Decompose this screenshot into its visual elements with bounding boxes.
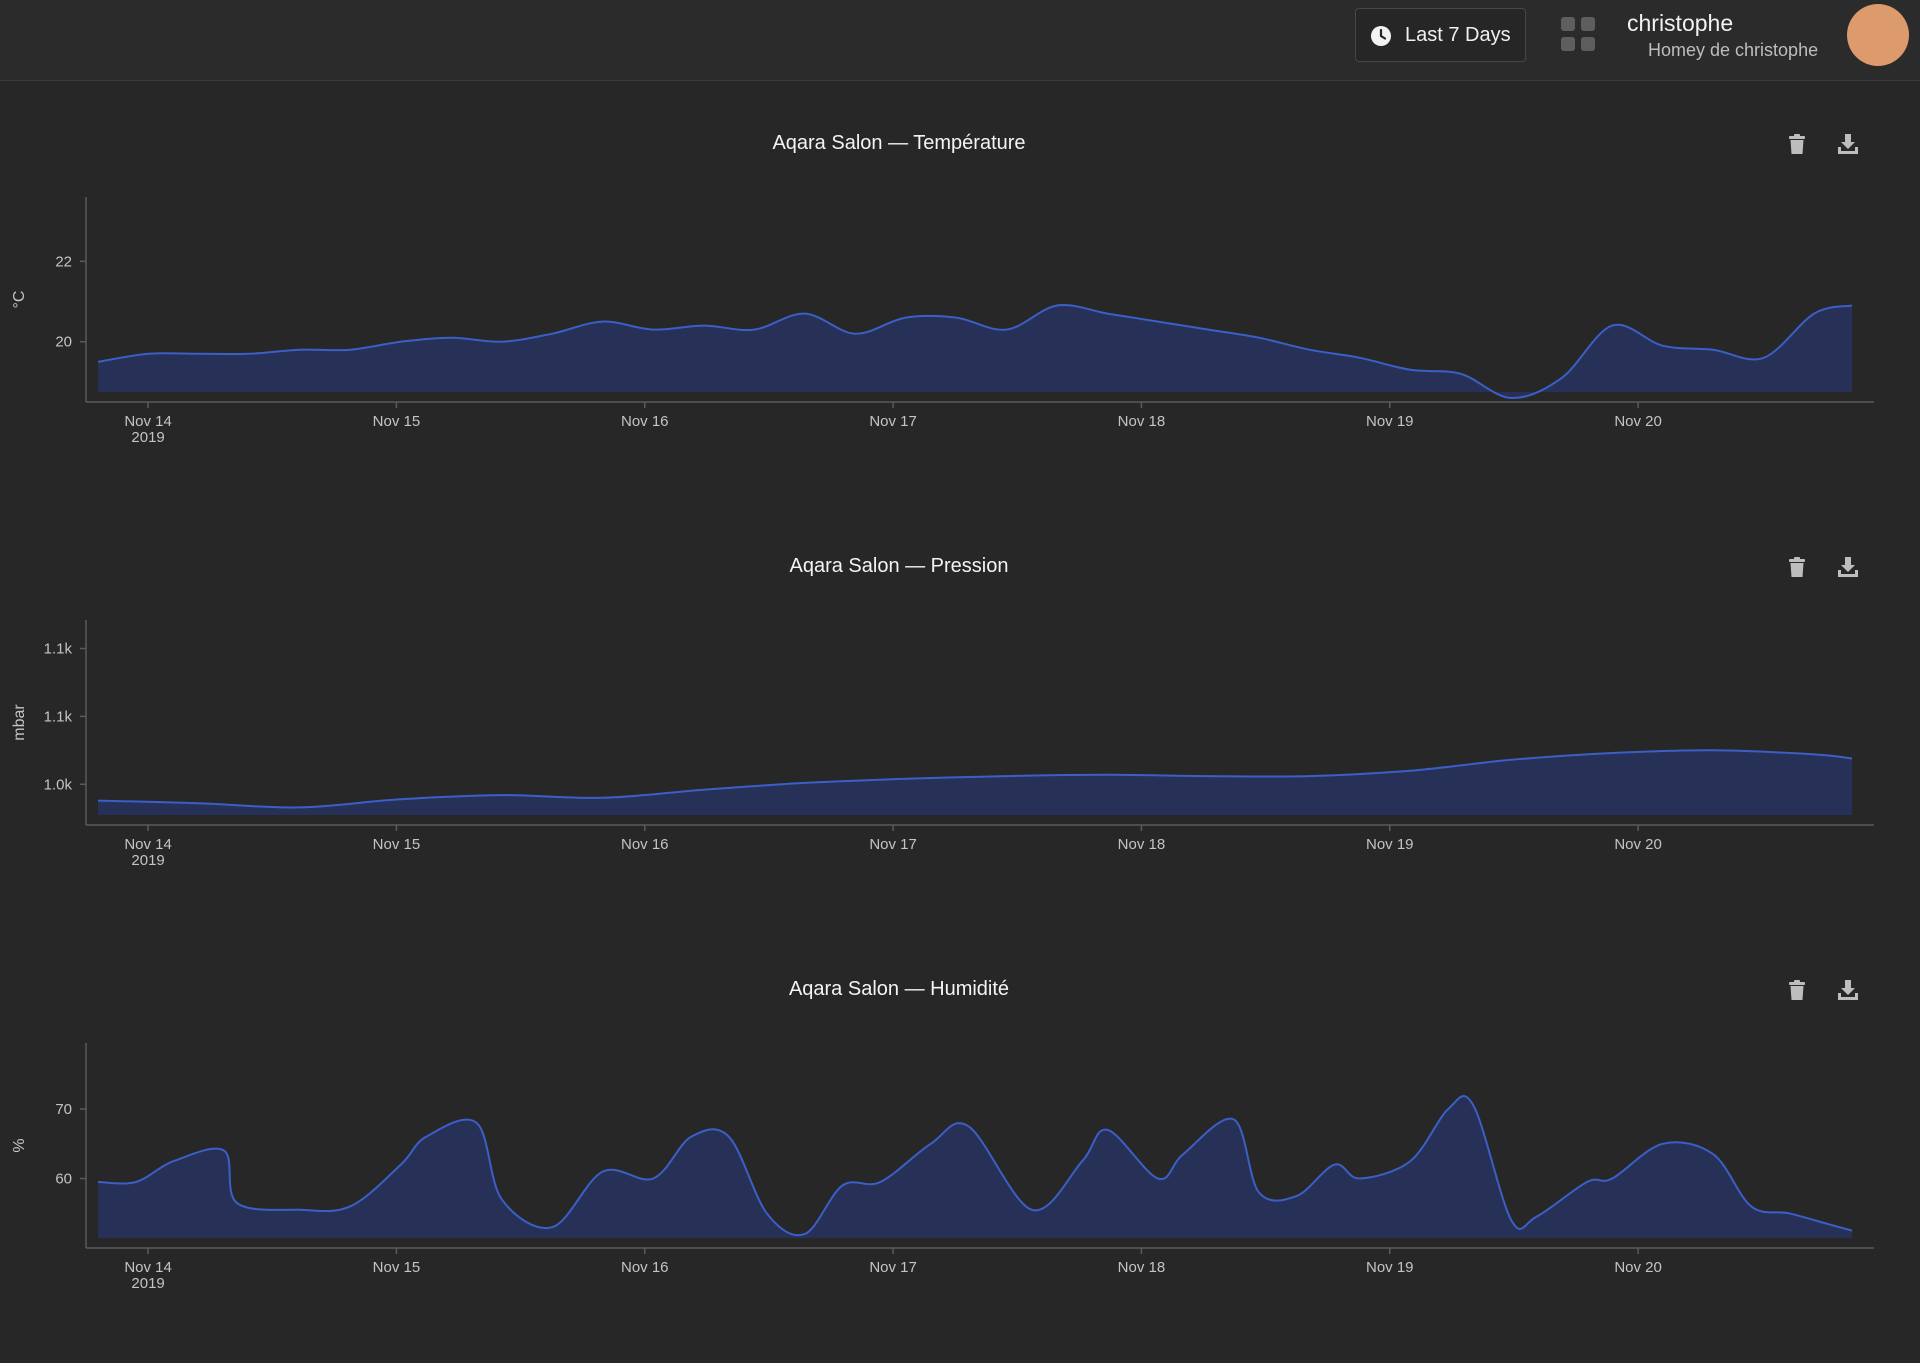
x-tick-label: Nov 20 xyxy=(1614,836,1662,853)
top-bar: Last 7 Days christophe Homey de christop… xyxy=(0,0,1920,81)
download-icon[interactable] xyxy=(1835,131,1861,157)
x-tick-label: Nov 17 xyxy=(869,836,917,853)
y-axis-label: % xyxy=(11,1138,28,1152)
y-tick-label: 1.0k xyxy=(44,776,73,793)
x-tick-label: Nov 16 xyxy=(621,836,669,853)
x-tick-label: Nov 18 xyxy=(1118,836,1166,853)
homey-name: Homey de christophe xyxy=(1648,40,1819,60)
avatar[interactable] xyxy=(1847,4,1909,66)
x-tick-sublabel: 2019 xyxy=(131,429,164,446)
chart-panel-pressure: Aqara Salon — Pression 1.0k 1.1k 1.1k mbar N… xyxy=(0,517,1920,940)
x-tick-label: Nov 14 xyxy=(124,1259,172,1276)
time-range-label: Last 7 Days xyxy=(1405,24,1511,46)
chart-title: Aqara Salon — Humidité xyxy=(788,978,1010,1000)
y-axis-label: °C xyxy=(11,291,28,309)
series-area xyxy=(98,750,1852,815)
chart-panel-humidity: Aqara Salon — Humidité 60 70% Nov 14 2019 No… xyxy=(0,940,1920,1363)
trash-icon[interactable] xyxy=(1784,977,1810,1003)
user-name: christophe xyxy=(1627,10,1734,36)
y-tick-label: 70 xyxy=(55,1101,72,1118)
download-icon[interactable] xyxy=(1835,977,1861,1003)
chart-title: Aqara Salon — Température xyxy=(772,132,1026,154)
chart-title: Aqara Salon — Pression xyxy=(789,555,1009,577)
x-tick-label: Nov 17 xyxy=(869,1259,917,1276)
x-tick-label: Nov 14 xyxy=(124,836,172,853)
y-tick-label: 1.1k xyxy=(44,641,73,658)
trash-icon[interactable] xyxy=(1784,554,1810,580)
time-range-button[interactable]: Last 7 Days xyxy=(1355,8,1526,62)
x-tick-label: Nov 17 xyxy=(869,413,917,430)
download-icon[interactable] xyxy=(1835,554,1861,580)
x-tick-sublabel: 2019 xyxy=(131,852,164,869)
x-tick-label: Nov 15 xyxy=(373,413,421,430)
x-tick-label: Nov 20 xyxy=(1614,1259,1662,1276)
apps-grid-icon[interactable] xyxy=(1561,17,1597,53)
x-tick-label: Nov 18 xyxy=(1118,1259,1166,1276)
x-tick-label: Nov 18 xyxy=(1118,413,1166,430)
x-tick-label: Nov 20 xyxy=(1614,413,1662,430)
series-line xyxy=(97,749,1853,809)
x-tick-label: Nov 19 xyxy=(1366,1259,1414,1276)
clock-icon xyxy=(1371,26,1391,46)
y-tick-label: 60 xyxy=(55,1171,72,1188)
x-tick-label: Nov 15 xyxy=(373,1259,421,1276)
x-tick-label: Nov 19 xyxy=(1366,413,1414,430)
x-tick-label: Nov 16 xyxy=(621,413,669,430)
y-tick-label: 22 xyxy=(55,253,72,270)
x-tick-label: Nov 16 xyxy=(621,1259,669,1276)
y-tick-label: 1.1k xyxy=(44,708,73,725)
series-area xyxy=(98,1096,1852,1238)
chart-panel-temperature: Aqara Salon — Température 20 22 °C Nov 14 20… xyxy=(0,94,1920,517)
trash-icon[interactable] xyxy=(1784,131,1810,157)
y-axis-label: mbar xyxy=(11,704,28,741)
x-tick-sublabel: 2019 xyxy=(131,1275,164,1292)
series-line xyxy=(97,303,1853,400)
y-tick-label: 20 xyxy=(55,334,72,351)
x-tick-label: Nov 19 xyxy=(1366,836,1414,853)
x-tick-label: Nov 14 xyxy=(124,413,172,430)
series-line xyxy=(97,1095,1853,1237)
x-tick-label: Nov 15 xyxy=(373,836,421,853)
series-area xyxy=(98,304,1852,399)
